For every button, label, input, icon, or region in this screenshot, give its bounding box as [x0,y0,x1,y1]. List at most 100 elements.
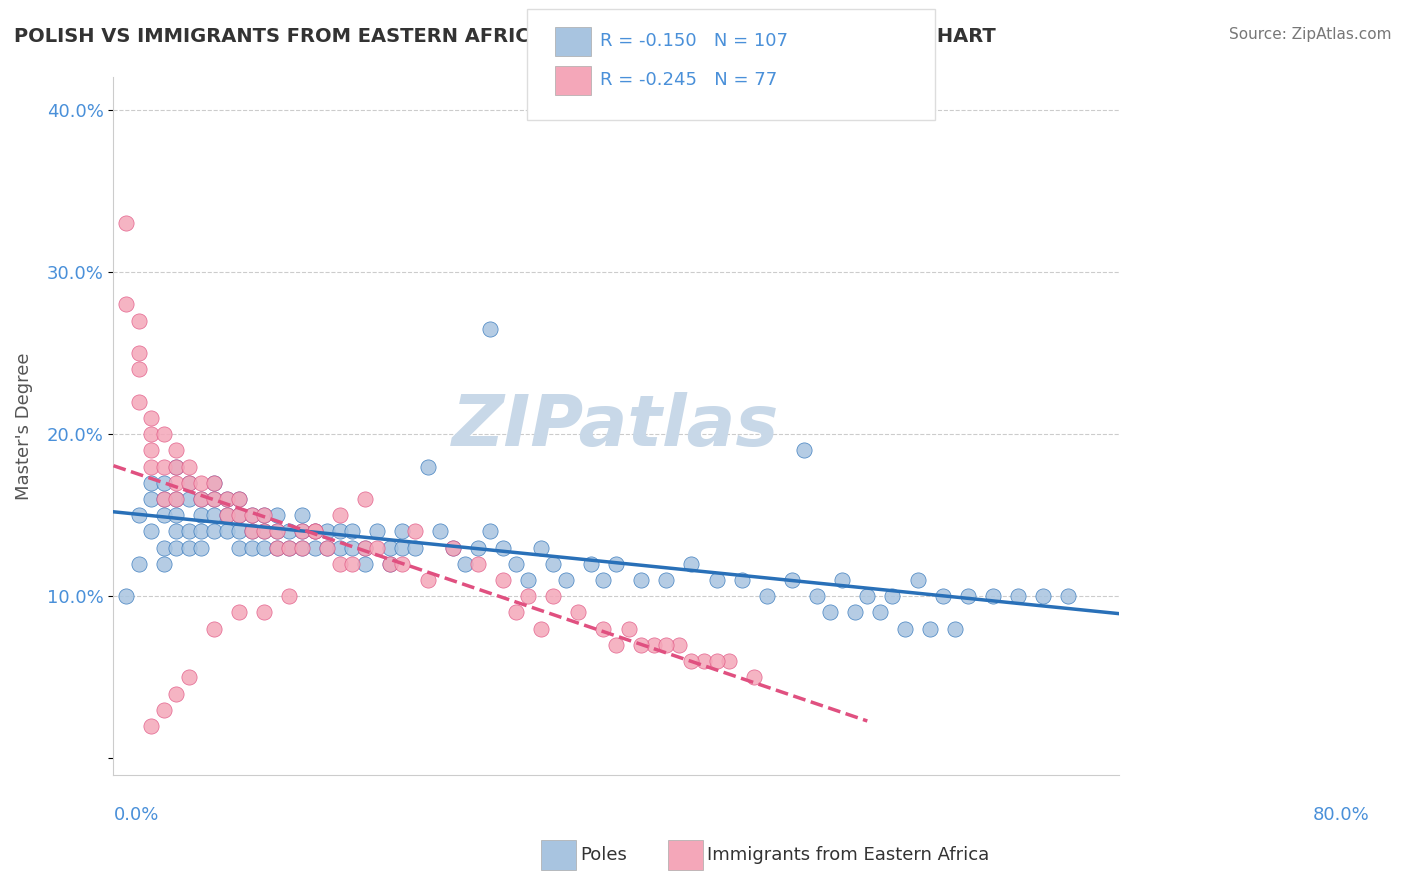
Point [228,606,250,620]
Point [981,589,1004,603]
Point [844,606,866,620]
Point [177,670,200,684]
Point [693,654,716,668]
Point [240,508,263,523]
Point [617,622,640,636]
Point [530,622,553,636]
Point [304,524,326,539]
Point [366,541,388,555]
Point [278,541,301,555]
Point [329,524,352,539]
Point [177,475,200,490]
Point [467,541,489,555]
Point [253,606,276,620]
Point [755,589,778,603]
Point [152,703,174,717]
Point [378,541,401,555]
Text: Source: ZipAtlas.com: Source: ZipAtlas.com [1229,27,1392,42]
Point [115,216,138,230]
Point [190,524,212,539]
Point [240,508,263,523]
Point [630,573,652,587]
Point [165,475,187,490]
Point [441,541,464,555]
Point [882,589,904,603]
Point [592,573,614,587]
Text: Poles: Poles [581,847,627,864]
Point [643,638,665,652]
Point [353,557,375,571]
Point [404,524,426,539]
Point [278,589,301,603]
Point [278,524,301,539]
Point [742,670,765,684]
Point [253,524,276,539]
Point [215,524,238,539]
Point [454,557,477,571]
Text: POLISH VS IMMIGRANTS FROM EASTERN AFRICA MASTER'S DEGREE CORRELATION CHART: POLISH VS IMMIGRANTS FROM EASTERN AFRICA… [14,27,995,45]
Point [141,719,163,733]
Point [492,573,515,587]
Point [391,557,413,571]
Point [920,622,942,636]
Point [956,589,979,603]
Point [353,541,375,555]
Point [869,606,891,620]
Point [152,491,174,506]
Point [894,622,917,636]
Point [681,557,703,571]
Point [505,606,527,620]
Point [304,524,326,539]
Point [340,557,363,571]
Point [316,541,339,555]
Point [152,427,174,442]
Point [165,524,187,539]
Point [416,459,439,474]
Point [228,508,250,523]
Point [177,524,200,539]
Point [541,589,564,603]
Point [291,541,314,555]
Point [190,541,212,555]
Point [1057,589,1080,603]
Point [215,508,238,523]
Point [429,524,451,539]
Point [416,573,439,587]
Point [165,443,187,458]
Point [228,524,250,539]
Point [202,508,225,523]
Point [128,362,150,376]
Point [541,557,564,571]
Point [266,541,288,555]
Point [266,524,288,539]
Point [141,475,163,490]
Point [479,322,502,336]
Point [605,638,627,652]
Point [404,541,426,555]
Point [304,541,326,555]
Point [366,524,388,539]
Point [240,541,263,555]
Point [253,524,276,539]
Point [630,638,652,652]
Point [165,491,187,506]
Point [240,524,263,539]
Point [316,541,339,555]
Point [152,475,174,490]
Point [190,508,212,523]
Point [806,589,828,603]
Point [266,541,288,555]
Point [1007,589,1029,603]
Point [780,573,803,587]
Point [240,524,263,539]
Point [141,459,163,474]
Point [291,524,314,539]
Point [793,443,815,458]
Point [253,508,276,523]
Point [329,557,352,571]
Point [165,459,187,474]
Point [378,557,401,571]
Point [165,541,187,555]
Point [329,508,352,523]
Point [190,475,212,490]
